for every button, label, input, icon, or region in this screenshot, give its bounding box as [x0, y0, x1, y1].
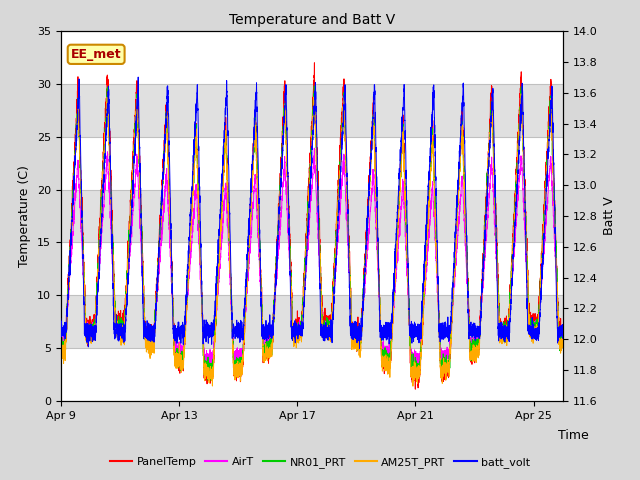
Bar [61, 295, 563, 348]
Bar [61, 84, 563, 137]
Y-axis label: Batt V: Batt V [604, 197, 616, 235]
Bar [61, 190, 563, 242]
Text: EE_met: EE_met [71, 48, 122, 61]
Legend: PanelTemp, AirT, NR01_PRT, AM25T_PRT, batt_volt: PanelTemp, AirT, NR01_PRT, AM25T_PRT, ba… [106, 452, 534, 472]
X-axis label: Time: Time [558, 429, 589, 442]
Y-axis label: Temperature (C): Temperature (C) [19, 165, 31, 267]
Title: Temperature and Batt V: Temperature and Batt V [229, 13, 395, 27]
